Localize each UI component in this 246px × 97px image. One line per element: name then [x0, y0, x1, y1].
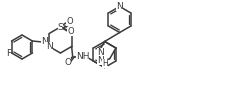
Text: O: O — [64, 58, 71, 67]
Text: N: N — [116, 2, 123, 11]
Text: S: S — [58, 23, 63, 32]
Text: N: N — [41, 38, 48, 46]
Text: N: N — [97, 48, 104, 57]
Text: N: N — [97, 56, 104, 65]
Text: NH: NH — [76, 52, 89, 61]
Text: O: O — [66, 16, 73, 26]
Text: O: O — [67, 26, 74, 36]
Text: N: N — [46, 42, 52, 51]
Text: F: F — [6, 49, 11, 58]
Text: H: H — [102, 59, 108, 68]
